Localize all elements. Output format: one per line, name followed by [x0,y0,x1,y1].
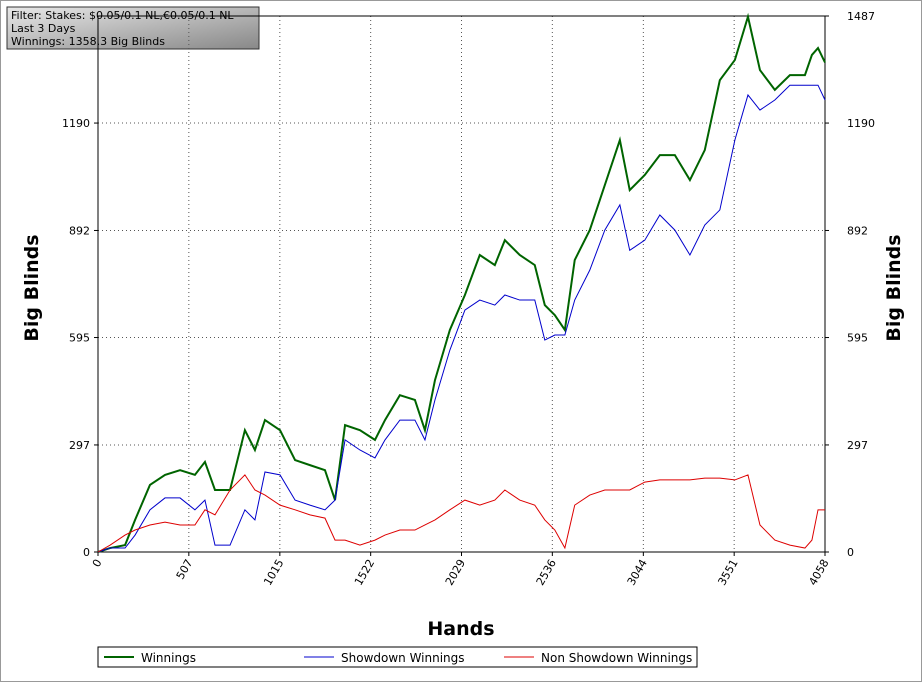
legend [97,646,698,668]
y2-axis-title: Big Blinds [883,234,905,341]
series-line [97,12,826,553]
y2-tick-label: 595 [847,332,868,345]
x-axis-title: Hands [427,618,494,640]
y-tick-label: 595 [69,332,90,345]
legend-label: Non Showdown Winnings [541,651,692,665]
y2-tick-label: 1190 [847,117,875,130]
filter-text: Last 3 Days [11,22,76,35]
y-tick-label: 0 [83,546,90,559]
y2-tick-label: 1487 [847,10,875,23]
y2-tick-label: 892 [847,224,868,237]
y-tick-label: 1190 [62,117,90,130]
filter-box [6,6,260,50]
series-line [97,474,825,553]
y-axis-title: Big Blinds [21,234,43,341]
legend-label: Showdown Winnings [341,651,465,665]
y2-tick-label: 297 [847,439,868,452]
legend-label: Winnings [141,651,196,665]
filter-text: Winnings: 1358.3 Big Blinds [11,35,165,48]
y-tick-label: 297 [69,439,90,452]
series-line [97,84,826,553]
y-tick-label: 892 [69,224,90,237]
y2-tick-label: 0 [847,546,854,559]
